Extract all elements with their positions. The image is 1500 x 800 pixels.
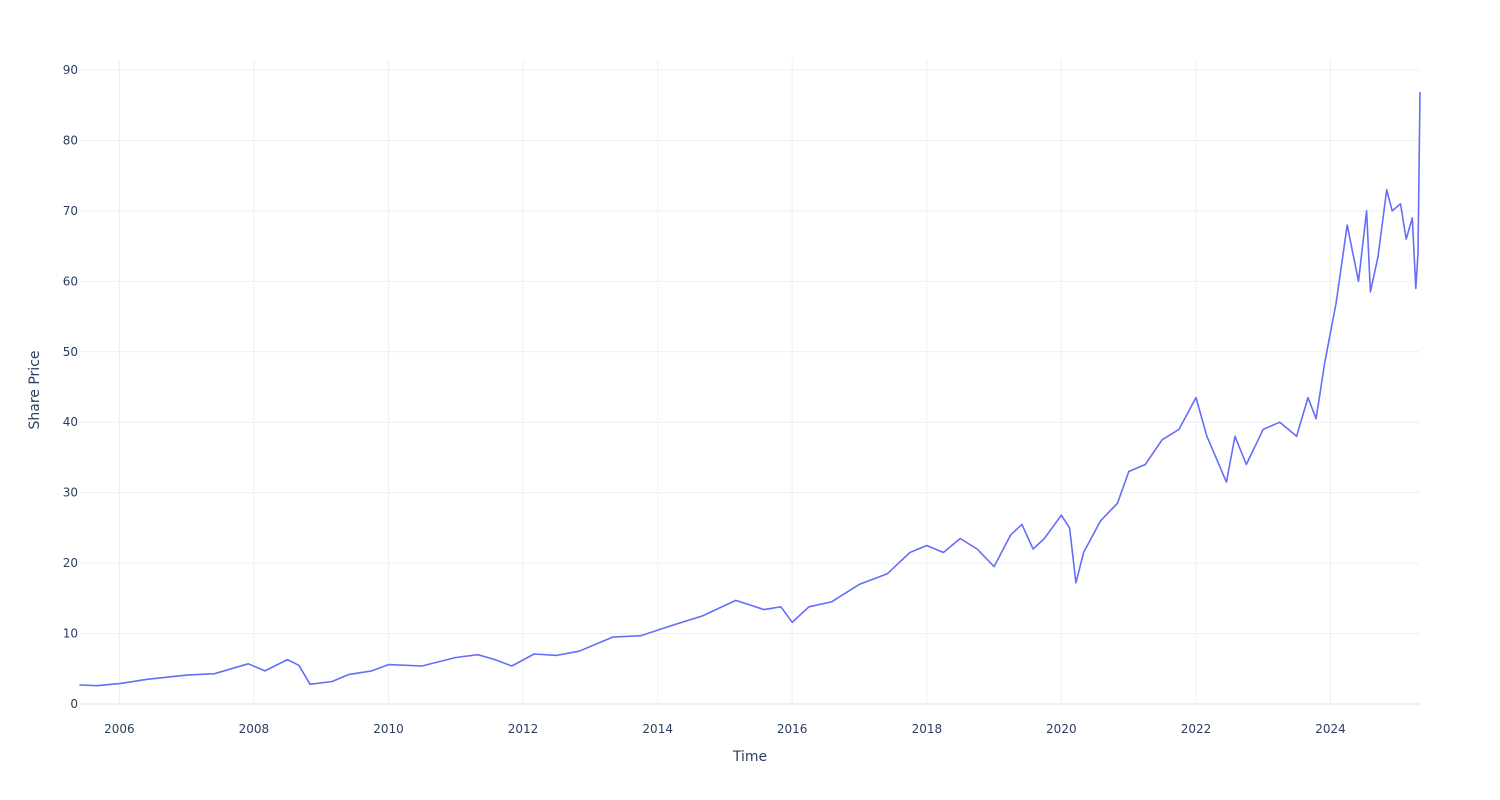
grid — [80, 60, 1420, 705]
y-tick-label: 30 — [63, 486, 78, 500]
y-tick-label: 40 — [63, 415, 78, 429]
x-tick-label: 2010 — [373, 722, 404, 736]
y-tick-label: 20 — [63, 556, 78, 570]
share-price-line — [79, 91, 1421, 687]
y-tick-label: 80 — [63, 133, 78, 147]
x-axis-ticks: 2006 2008 2010 2012 2014 2016 2018 2020 2022 2024 — [104, 722, 1346, 736]
y-tick-label: 10 — [63, 627, 78, 641]
x-tick-label: 2012 — [508, 722, 539, 736]
y-tick-label: 70 — [63, 204, 78, 218]
series-group — [79, 91, 1421, 687]
x-tick-label: 2006 — [104, 722, 135, 736]
x-tick-label: 2008 — [239, 722, 270, 736]
y-tick-label: 0 — [70, 697, 78, 711]
x-tick-label: 2018 — [912, 722, 943, 736]
x-tick-label: 2016 — [777, 722, 808, 736]
y-axis-title: Share Price — [27, 350, 43, 429]
x-tick-label: 2020 — [1046, 722, 1077, 736]
y-tick-label: 60 — [63, 274, 78, 288]
y-tick-label: 50 — [63, 345, 78, 359]
x-axis-title: Time — [732, 749, 767, 765]
y-tick-label: 90 — [63, 63, 78, 77]
x-tick-label: 2024 — [1315, 722, 1346, 736]
y-axis-ticks: 0 10 20 30 40 50 60 70 80 90 — [63, 63, 78, 711]
x-tick-label: 2014 — [642, 722, 673, 736]
x-tick-label: 2022 — [1181, 722, 1212, 736]
